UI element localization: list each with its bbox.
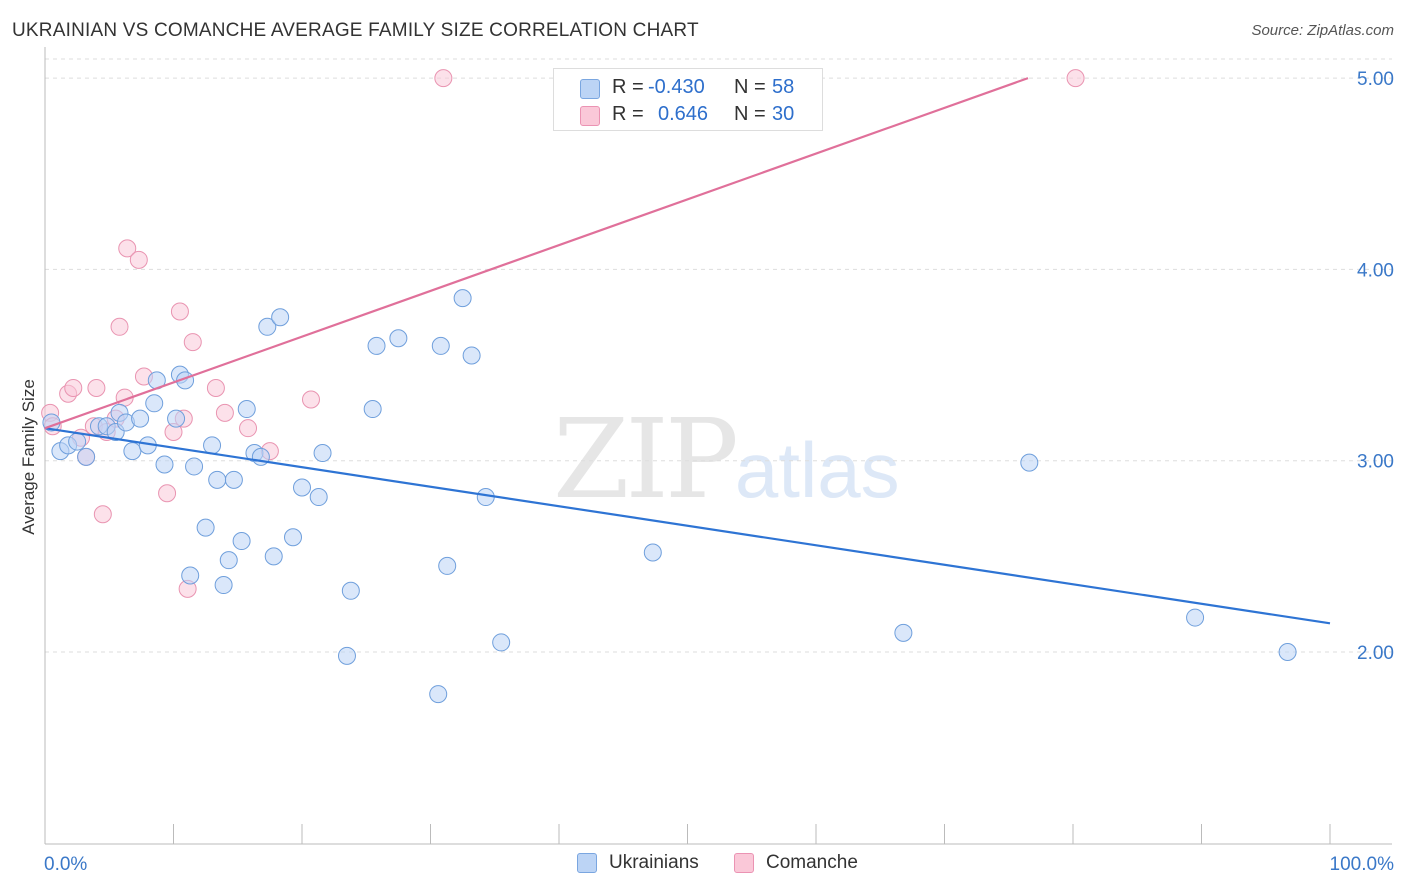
ukrainians-point: [1186, 608, 1205, 627]
ukrainians-point: [271, 308, 290, 327]
y-tick-label: 3.00: [1357, 452, 1394, 473]
n-label: N =: [734, 103, 766, 125]
comanche-point: [129, 250, 148, 269]
y-axis-label: Average Family Size: [19, 379, 38, 535]
ukrainians-point: [77, 447, 96, 466]
ukrainians-point: [1020, 453, 1039, 472]
comanche-point: [110, 317, 129, 336]
axes: [44, 46, 1392, 845]
comanche-points: [41, 69, 1085, 598]
ukrainians-point: [894, 623, 913, 642]
ukrainians-point: [123, 442, 142, 461]
comanche-trendline: [44, 77, 1029, 430]
ukrainians-point: [155, 455, 174, 474]
y-tick-label: 2.00: [1357, 643, 1394, 664]
ukrainians-point: [337, 646, 356, 665]
ukrainians-point: [203, 436, 222, 455]
ukrainians-point: [219, 551, 238, 570]
ukrainians-point: [643, 543, 662, 562]
ukrainians-point: [232, 532, 251, 551]
n-value: 30: [772, 103, 795, 125]
comanche-swatch: [580, 106, 600, 126]
ukrainians-point: [185, 457, 204, 476]
ukrainians-point: [214, 576, 233, 595]
ukrainians-swatch: [580, 79, 600, 99]
comanche-point: [1066, 69, 1085, 88]
ukrainians-point: [313, 444, 332, 463]
ukrainians-legend-swatch: [577, 853, 597, 873]
ukrainians-trendline: [44, 427, 1331, 625]
ukrainians-point: [309, 488, 328, 507]
comanche-legend-swatch: [734, 853, 754, 873]
source-label: Source: ZipAtlas.com: [1251, 22, 1394, 39]
x-tick-label: 0.0%: [44, 854, 87, 875]
ukrainians-point: [181, 566, 200, 585]
legend-label: Comanche: [766, 852, 858, 873]
ukrainians-point: [237, 400, 256, 419]
comanche-point: [170, 302, 189, 321]
ukrainians-points: [42, 289, 1297, 704]
ukrainians-point: [293, 478, 311, 497]
ukrainians-point: [492, 633, 511, 652]
ukrainians-point: [68, 432, 87, 451]
ukrainians-point: [258, 317, 277, 336]
r-label: R =: [612, 103, 644, 125]
stats-row-comanche: R = 0.646 N = 30: [554, 102, 822, 128]
ukrainians-point: [453, 289, 472, 308]
watermark: ZIPatlas: [553, 395, 900, 523]
ukrainians-point: [1278, 643, 1297, 661]
comanche-point: [87, 379, 106, 398]
comanche-point: [64, 379, 83, 398]
legend-label: Ukrainians: [609, 852, 699, 873]
watermark-zip: ZIP: [553, 395, 739, 523]
ukrainians-point: [389, 329, 408, 348]
ukrainians-point: [431, 336, 450, 355]
comanche-point: [434, 69, 453, 88]
n-value: 58: [772, 76, 795, 98]
ukrainians-point: [131, 409, 150, 428]
comanche-point: [239, 419, 258, 438]
ukrainians-point: [429, 685, 448, 704]
ukrainians-point: [264, 547, 283, 566]
comanche-point: [215, 403, 234, 422]
y-tick-label: 5.00: [1357, 69, 1394, 90]
ukrainians-point: [363, 400, 382, 419]
ukrainians-point: [145, 394, 164, 413]
r-value: -0.430: [648, 76, 705, 98]
ukrainians-point: [462, 346, 481, 365]
ukrainians-point: [341, 581, 360, 600]
stats-row-ukrainians: R = -0.430 N = 58: [554, 75, 822, 101]
comanche-point: [158, 484, 177, 503]
y-tick-label: 4.00: [1357, 260, 1394, 281]
ukrainians-point: [367, 336, 386, 355]
ukrainians-point: [167, 409, 186, 428]
n-label: N =: [734, 76, 766, 98]
comanche-point: [93, 505, 112, 524]
comanche-point: [301, 390, 320, 409]
r-label: R =: [612, 76, 644, 98]
comanche-point: [118, 239, 137, 258]
ukrainians-point: [196, 518, 215, 537]
ukrainians-point: [224, 470, 243, 489]
watermark-atlas: atlas: [734, 426, 900, 514]
r-value: 0.646: [658, 103, 709, 125]
stats-legend-box: R = -0.430 N = 58 R = 0.646 N = 30: [553, 68, 823, 131]
comanche-point: [206, 379, 225, 398]
x-tick-label: 100.0%: [1330, 854, 1395, 875]
ukrainians-point: [438, 556, 457, 575]
chart-title: UKRAINIAN VS COMANCHE AVERAGE FAMILY SIZ…: [12, 20, 699, 41]
tick-labels: 2.00 3.00 4.00 5.00 0.0% 100.0%: [44, 69, 1394, 875]
ukrainians-point: [284, 528, 303, 547]
ukrainians-point: [208, 470, 227, 489]
comanche-point: [183, 333, 202, 352]
trendlines: [44, 77, 1331, 625]
